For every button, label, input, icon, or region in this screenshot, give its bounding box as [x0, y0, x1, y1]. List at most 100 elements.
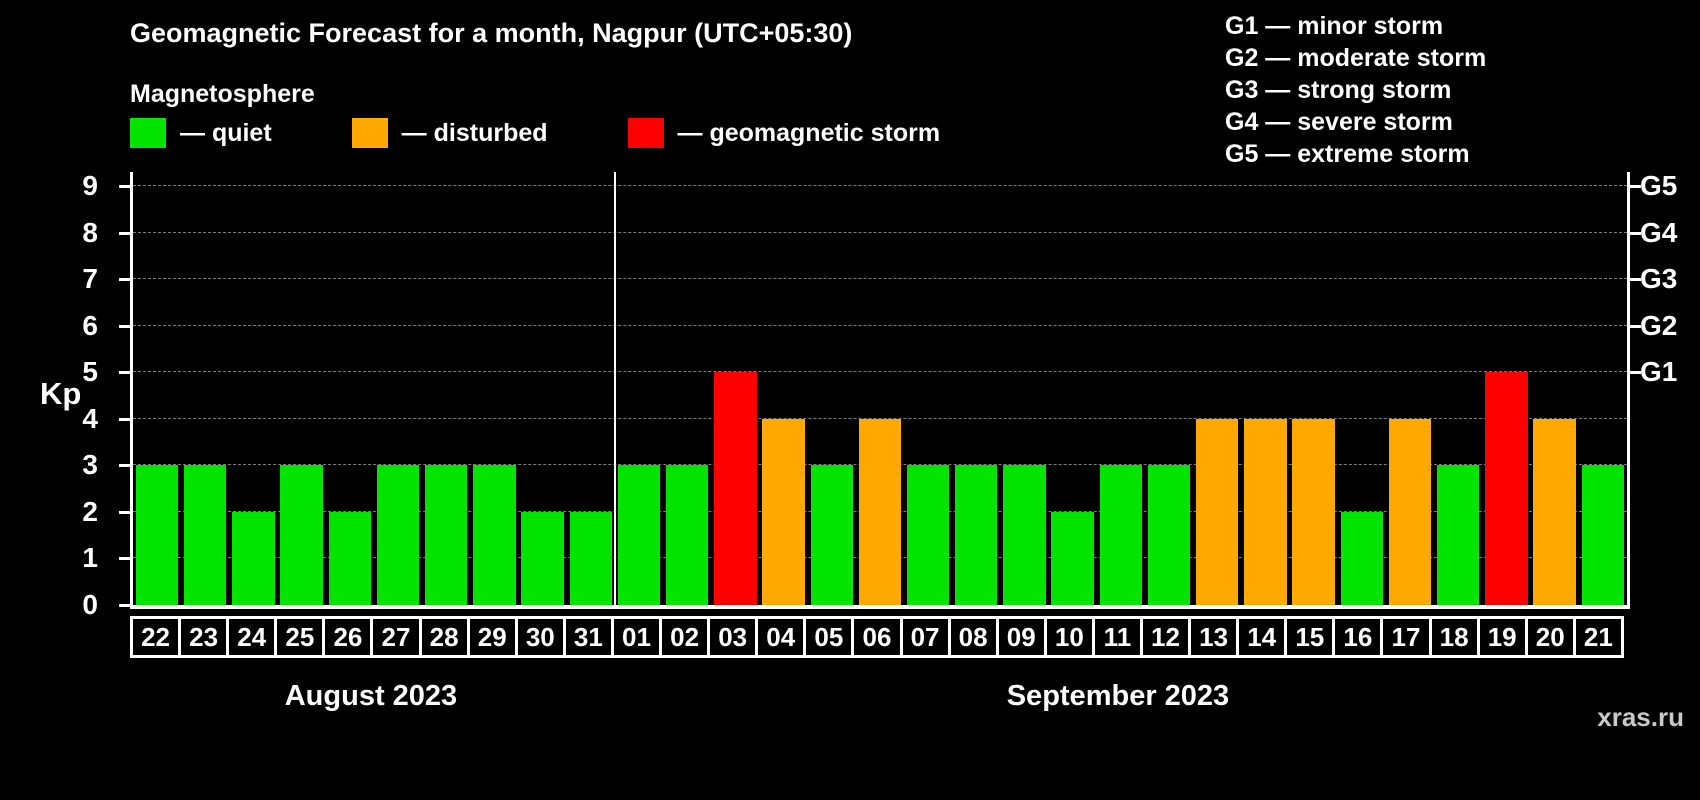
date-cell: 03 [707, 616, 759, 658]
kp-bar [1196, 418, 1239, 605]
bar-column [1338, 172, 1386, 605]
kp-bar [665, 465, 709, 605]
bar-column [133, 172, 181, 605]
g-axis-tick [1630, 231, 1641, 235]
date-cell: 16 [1332, 616, 1384, 658]
legend: — quiet — disturbed — geomagnetic storm [130, 118, 940, 148]
bar-column [1241, 172, 1289, 605]
bar-column [1097, 172, 1145, 605]
bar-column [374, 172, 422, 605]
kp-bar [955, 465, 998, 605]
g-scale-label: G2 [1640, 309, 1678, 341]
bar-column [952, 172, 1000, 605]
g-scale-label: G5 [1640, 169, 1678, 201]
date-cell: 17 [1380, 616, 1432, 658]
bar-column [1193, 172, 1241, 605]
y-tick-label: 3 [82, 449, 98, 481]
g-legend-line: G1 — minor storm [1225, 12, 1444, 40]
bar-column [904, 172, 952, 605]
g-axis-tick [1630, 324, 1641, 328]
date-cell: 01 [610, 616, 663, 658]
date-cell: 02 [659, 616, 711, 658]
legend-label: — disturbed [401, 118, 548, 147]
y-axis-tick [119, 604, 130, 607]
legend-swatch-storm [627, 118, 664, 148]
y-axis-tick [119, 510, 130, 514]
y-tick-label: 9 [82, 169, 98, 201]
y-axis-label: Kp [40, 376, 82, 411]
bar-column [1386, 172, 1434, 605]
kp-bar [762, 418, 805, 605]
kp-bar [810, 465, 853, 605]
date-cell: 12 [1139, 616, 1192, 658]
month-separator [613, 172, 616, 605]
bar-column [711, 172, 759, 605]
date-cell: 09 [995, 616, 1047, 658]
date-cell: 28 [418, 616, 470, 658]
g-legend-line: G4 — severe storm [1225, 108, 1453, 136]
kp-bar [1533, 418, 1576, 605]
date-cell: 25 [274, 616, 326, 658]
date-cell: 26 [322, 616, 374, 658]
bar-column [1049, 172, 1097, 605]
y-axis-tick [119, 324, 130, 328]
date-cell: 13 [1188, 616, 1240, 658]
date-cell: 10 [1043, 616, 1095, 658]
kp-bar [1099, 465, 1143, 605]
y-tick-label: 8 [82, 216, 98, 248]
gridline [133, 184, 1627, 186]
legend-swatch-disturbed [351, 118, 388, 148]
kp-bar [858, 418, 902, 605]
kp-bar [473, 465, 516, 605]
bar-column [808, 172, 856, 605]
date-cell: 15 [1284, 616, 1336, 658]
y-tick-label: 6 [82, 309, 98, 341]
bar-column [519, 172, 567, 605]
y-tick-label: 1 [82, 542, 98, 574]
bar-column [567, 172, 615, 605]
y-tick-label: 0 [82, 589, 98, 620]
kp-bar [906, 465, 950, 605]
kp-bar [1581, 465, 1624, 605]
gridline [133, 231, 1627, 233]
right-axis-labels: G5 G4 G3 G2 G1 [1640, 169, 1700, 605]
g-axis-tick [1630, 371, 1641, 375]
legend-item-storm: — geomagnetic storm [627, 118, 940, 148]
month-label: August 2023 [284, 680, 458, 712]
date-cell: 18 [1428, 616, 1480, 658]
date-cell: 20 [1524, 616, 1576, 658]
legend-swatch-quiet [130, 118, 166, 148]
g-legend-line: G2 — moderate storm [1225, 44, 1487, 72]
g-legend-line: G5 — extreme storm [1225, 140, 1470, 168]
bar-column [615, 172, 663, 605]
kp-bar [425, 465, 468, 605]
bar-column [470, 172, 518, 605]
date-cell: 08 [947, 616, 999, 658]
bar-column [1145, 172, 1193, 605]
g-scale-label: G4 [1640, 216, 1678, 248]
kp-bar [1340, 511, 1383, 605]
kp-bar [617, 465, 661, 605]
g-scale-label: G1 [1640, 356, 1678, 388]
y-axis-tick [119, 417, 130, 421]
bar-column [1579, 172, 1627, 605]
date-cell: 21 [1572, 616, 1624, 658]
kp-bar [1051, 511, 1094, 605]
date-cell: 06 [851, 616, 903, 658]
date-cell: 05 [803, 616, 855, 658]
date-cell: 23 [178, 616, 230, 658]
bar-column [1290, 172, 1338, 605]
bar-column [181, 172, 229, 605]
bar-column [856, 172, 904, 605]
bar-column [229, 172, 277, 605]
g-scale-legend: G1 — minor storm G2 — moderate storm G3 — … [1225, 10, 1486, 170]
legend-heading: Magnetosphere [130, 80, 315, 108]
gridline [133, 278, 1627, 280]
date-cell: 24 [226, 616, 278, 658]
date-cell: 04 [755, 616, 807, 658]
month-labels: August 2023 September 2023 [130, 680, 1624, 713]
y-axis-ticks: 0 1 2 3 4 5 6 7 8 9 [58, 169, 116, 620]
y-tick-label: 2 [82, 495, 98, 527]
g-legend-line: G3 — strong storm [1225, 76, 1452, 104]
